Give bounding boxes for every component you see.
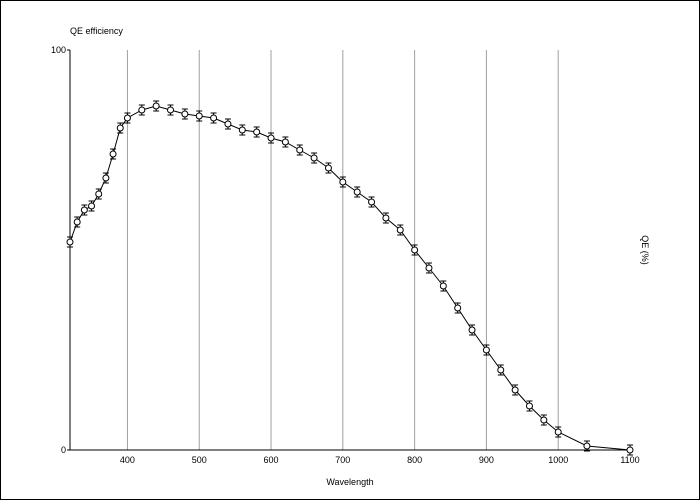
x-tick-label-500: 500 xyxy=(192,455,207,465)
data-point xyxy=(267,132,275,144)
data-point xyxy=(339,176,347,188)
data-point xyxy=(109,148,117,160)
tick-layer: 400 500 600 700 800 900 1000 1100 0 100 xyxy=(51,45,640,465)
data-point xyxy=(210,112,218,124)
data-point xyxy=(281,136,289,148)
data-point xyxy=(324,162,332,174)
data-point xyxy=(525,400,533,412)
data-point xyxy=(181,108,189,120)
data-point xyxy=(554,426,562,438)
data-point xyxy=(626,444,634,456)
marker-layer xyxy=(66,100,634,456)
data-point xyxy=(310,152,318,164)
data-point xyxy=(123,112,131,124)
x-tick-label-600: 600 xyxy=(264,455,279,465)
grid-layer xyxy=(126,50,559,450)
x-tick-label-400: 400 xyxy=(120,455,135,465)
data-point xyxy=(425,262,433,274)
data-point xyxy=(66,236,74,248)
data-point xyxy=(468,324,476,336)
data-point xyxy=(353,186,361,198)
data-point xyxy=(95,188,103,200)
data-point xyxy=(253,126,261,138)
data-point xyxy=(167,104,175,116)
data-point xyxy=(497,364,505,376)
data-point xyxy=(540,414,548,426)
series-line xyxy=(69,105,631,451)
data-point xyxy=(152,100,160,112)
data-point xyxy=(296,144,304,156)
data-point xyxy=(396,224,404,236)
x-tick-label-800: 800 xyxy=(407,455,422,465)
data-point xyxy=(411,244,419,256)
data-point xyxy=(73,216,81,228)
x-tick-label-1000: 1000 xyxy=(548,455,568,465)
data-point xyxy=(195,110,203,122)
x-tick-label-700: 700 xyxy=(335,455,350,465)
data-point xyxy=(238,124,246,136)
data-point xyxy=(439,280,447,292)
x-axis-label: Wavelength xyxy=(326,477,373,487)
x-tick-label-1100: 1100 xyxy=(620,455,639,465)
data-point xyxy=(138,104,146,116)
data-point xyxy=(224,118,232,130)
x-tick-label-900: 900 xyxy=(479,455,494,465)
data-point xyxy=(88,200,96,212)
y-tick-label-100: 100 xyxy=(51,45,66,55)
chart-title: QE efficiency xyxy=(70,26,123,36)
data-point xyxy=(482,344,490,356)
data-point xyxy=(368,196,376,208)
y-axis-label: QE (%) xyxy=(640,235,650,265)
data-point xyxy=(511,384,519,396)
data-point xyxy=(382,212,390,224)
data-point xyxy=(116,122,124,134)
data-point xyxy=(102,172,110,184)
data-point xyxy=(583,440,591,452)
data-point xyxy=(80,204,88,216)
y-tick-label-0: 0 xyxy=(61,445,66,455)
data-point xyxy=(454,302,462,314)
